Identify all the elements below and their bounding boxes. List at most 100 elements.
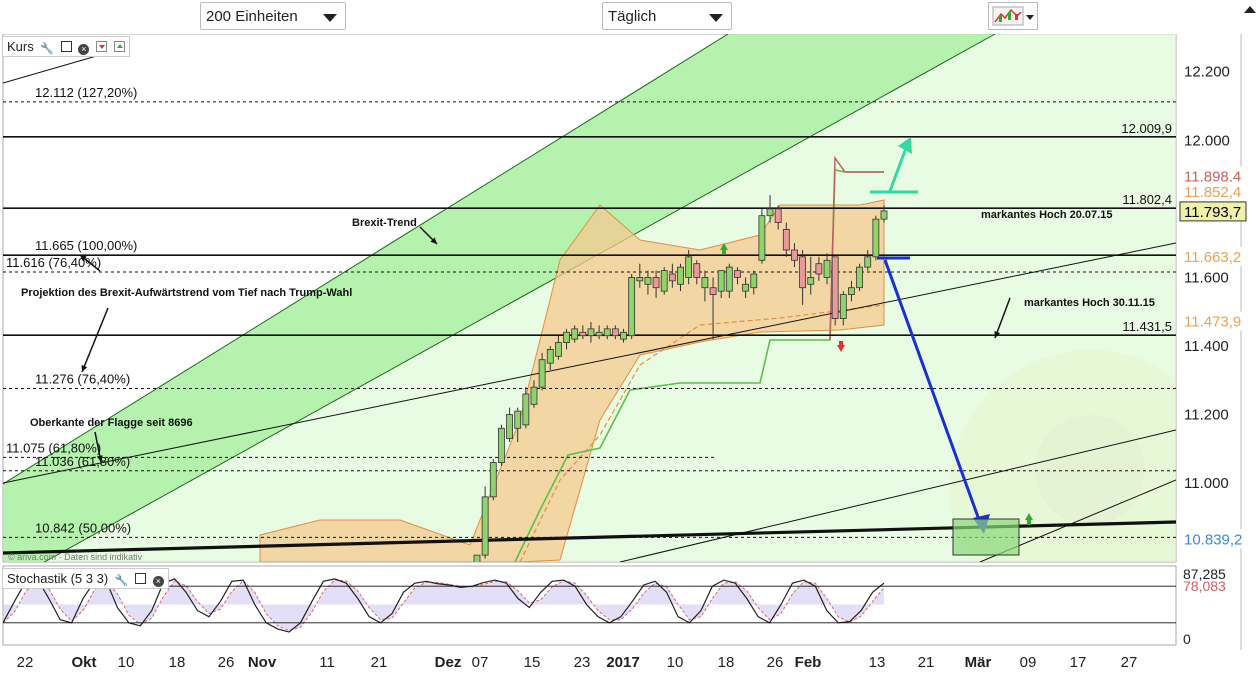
- annotation-arrow: [994, 297, 1011, 339]
- annotation-arrow: [81, 307, 109, 373]
- level-label: 10.842 (50,00%): [35, 520, 131, 535]
- y-tick-label: 12.200: [1184, 64, 1230, 81]
- scroll-up-button[interactable]: [1240, 0, 1259, 20]
- y-tick-label: 11.000: [1184, 475, 1229, 492]
- candle: [839, 294, 847, 319]
- price-tag: [1180, 311, 1246, 331]
- price-tag-label: 11.898,4: [1184, 168, 1241, 185]
- stoch-panel-label: Stochastik (5 3 3): [7, 571, 109, 586]
- sell-signal-icon: [837, 341, 845, 352]
- annotation-arrow-head: [96, 455, 103, 462]
- bollinger-mid: [519, 304, 885, 562]
- close-icon[interactable]: ×: [78, 44, 90, 55]
- x-tick-label: 18: [169, 654, 186, 671]
- x-tick-label: Feb: [795, 654, 822, 671]
- candle: [498, 427, 505, 463]
- level-label: 11.665 (100,00%): [35, 238, 137, 253]
- x-tick-label: 15: [524, 654, 541, 671]
- stoch-tick-label: 0: [1183, 631, 1191, 647]
- candle: [880, 210, 888, 220]
- stoch-panel-header: Stochastik (5 3 3) 🔧 ×: [2, 568, 169, 589]
- target-zone: [952, 518, 1020, 556]
- y-tick-label: 12.000: [1184, 132, 1230, 149]
- candle: [725, 266, 733, 292]
- candle: [693, 263, 701, 278]
- candle: [799, 256, 806, 289]
- annotation-arrow-head: [994, 331, 1001, 338]
- chart-type-icon: [992, 6, 1024, 26]
- stoch-fill: [3, 580, 884, 631]
- stoch-d-line: [3, 579, 885, 631]
- period-select-value: Täglich: [608, 8, 657, 25]
- buy-signal-icon: [720, 243, 728, 254]
- annotation-arrow-head: [430, 237, 437, 244]
- candle: [563, 331, 570, 343]
- level-label: 12.112 (127,20%): [35, 85, 137, 100]
- buy-signal-icon: [1025, 513, 1033, 525]
- candle: [530, 386, 538, 405]
- candle: [481, 496, 489, 556]
- candle: [514, 410, 522, 429]
- wrench-icon[interactable]: 🔧: [114, 575, 129, 587]
- candle: [864, 256, 872, 268]
- price-plot-area: [3, 34, 1176, 562]
- candle: [473, 554, 481, 562]
- candle: [538, 359, 546, 388]
- kurs-panel-label: Kurs: [7, 39, 34, 54]
- chevron-down-icon: [323, 14, 337, 22]
- move-up-icon[interactable]: [113, 41, 125, 52]
- candle: [685, 256, 693, 278]
- breakout-arrowhead: [898, 137, 912, 154]
- candle: [758, 215, 766, 261]
- x-tick-label: Nov: [248, 654, 277, 671]
- x-tick-label: 07: [472, 654, 489, 671]
- x-tick-label: 13: [869, 654, 886, 671]
- x-tick-label: 09: [1020, 654, 1037, 671]
- level-label: 11.616 (76,40%): [6, 255, 101, 270]
- price-tag-label: 10.839,2: [1184, 531, 1242, 548]
- annotation-arrow-head: [80, 255, 87, 262]
- y-tick-label: 11.400: [1184, 338, 1229, 355]
- window-icon[interactable]: [60, 41, 72, 52]
- x-tick-label: 26: [218, 654, 235, 671]
- brexit-channel: [3, 34, 995, 562]
- level-label: 11.802,4: [1122, 192, 1172, 207]
- close-icon[interactable]: ×: [152, 576, 164, 587]
- candle: [595, 331, 603, 337]
- candle: [652, 277, 660, 289]
- candle: [522, 393, 530, 426]
- x-tick-label: 27: [1121, 654, 1138, 671]
- chevron-down-icon: [709, 14, 723, 22]
- units-select[interactable]: 200 Einheiten: [200, 2, 346, 30]
- wrench-icon[interactable]: 🔧: [40, 43, 55, 55]
- candle: [807, 277, 815, 285]
- candle: [506, 414, 513, 439]
- y-tick-label: 11.600: [1184, 269, 1229, 286]
- units-select-value: 200 Einheiten: [206, 8, 298, 25]
- candle: [717, 270, 725, 292]
- price-tag: [1180, 246, 1246, 266]
- candle: [742, 283, 750, 292]
- candle: [848, 287, 855, 295]
- support-step-line: [514, 169, 884, 562]
- level-label: 11.036 (61,80%): [35, 454, 130, 469]
- y-tick-label: 11.200: [1184, 407, 1229, 424]
- candle: [831, 256, 839, 319]
- stoch-tick-label: 87,285: [1183, 566, 1226, 582]
- candle: [774, 208, 782, 223]
- x-tick-label: 17: [1070, 654, 1087, 671]
- x-tick-label: Okt: [71, 654, 96, 671]
- x-tick-label: 10: [667, 654, 684, 671]
- candle: [815, 263, 823, 275]
- watermark-text: © ariva.com · Daten sind indikativ: [8, 552, 143, 562]
- price-tag-label: 11.852,4: [1184, 184, 1241, 201]
- chart-type-button[interactable]: [988, 2, 1038, 30]
- price-tag: [1180, 529, 1246, 549]
- move-down-icon[interactable]: [95, 41, 107, 52]
- period-select[interactable]: Täglich: [602, 2, 732, 30]
- window-icon[interactable]: [135, 573, 147, 584]
- level-label: 11.431,5: [1122, 319, 1172, 334]
- level-label: 12.009,9: [1121, 121, 1172, 136]
- candle: [579, 331, 587, 337]
